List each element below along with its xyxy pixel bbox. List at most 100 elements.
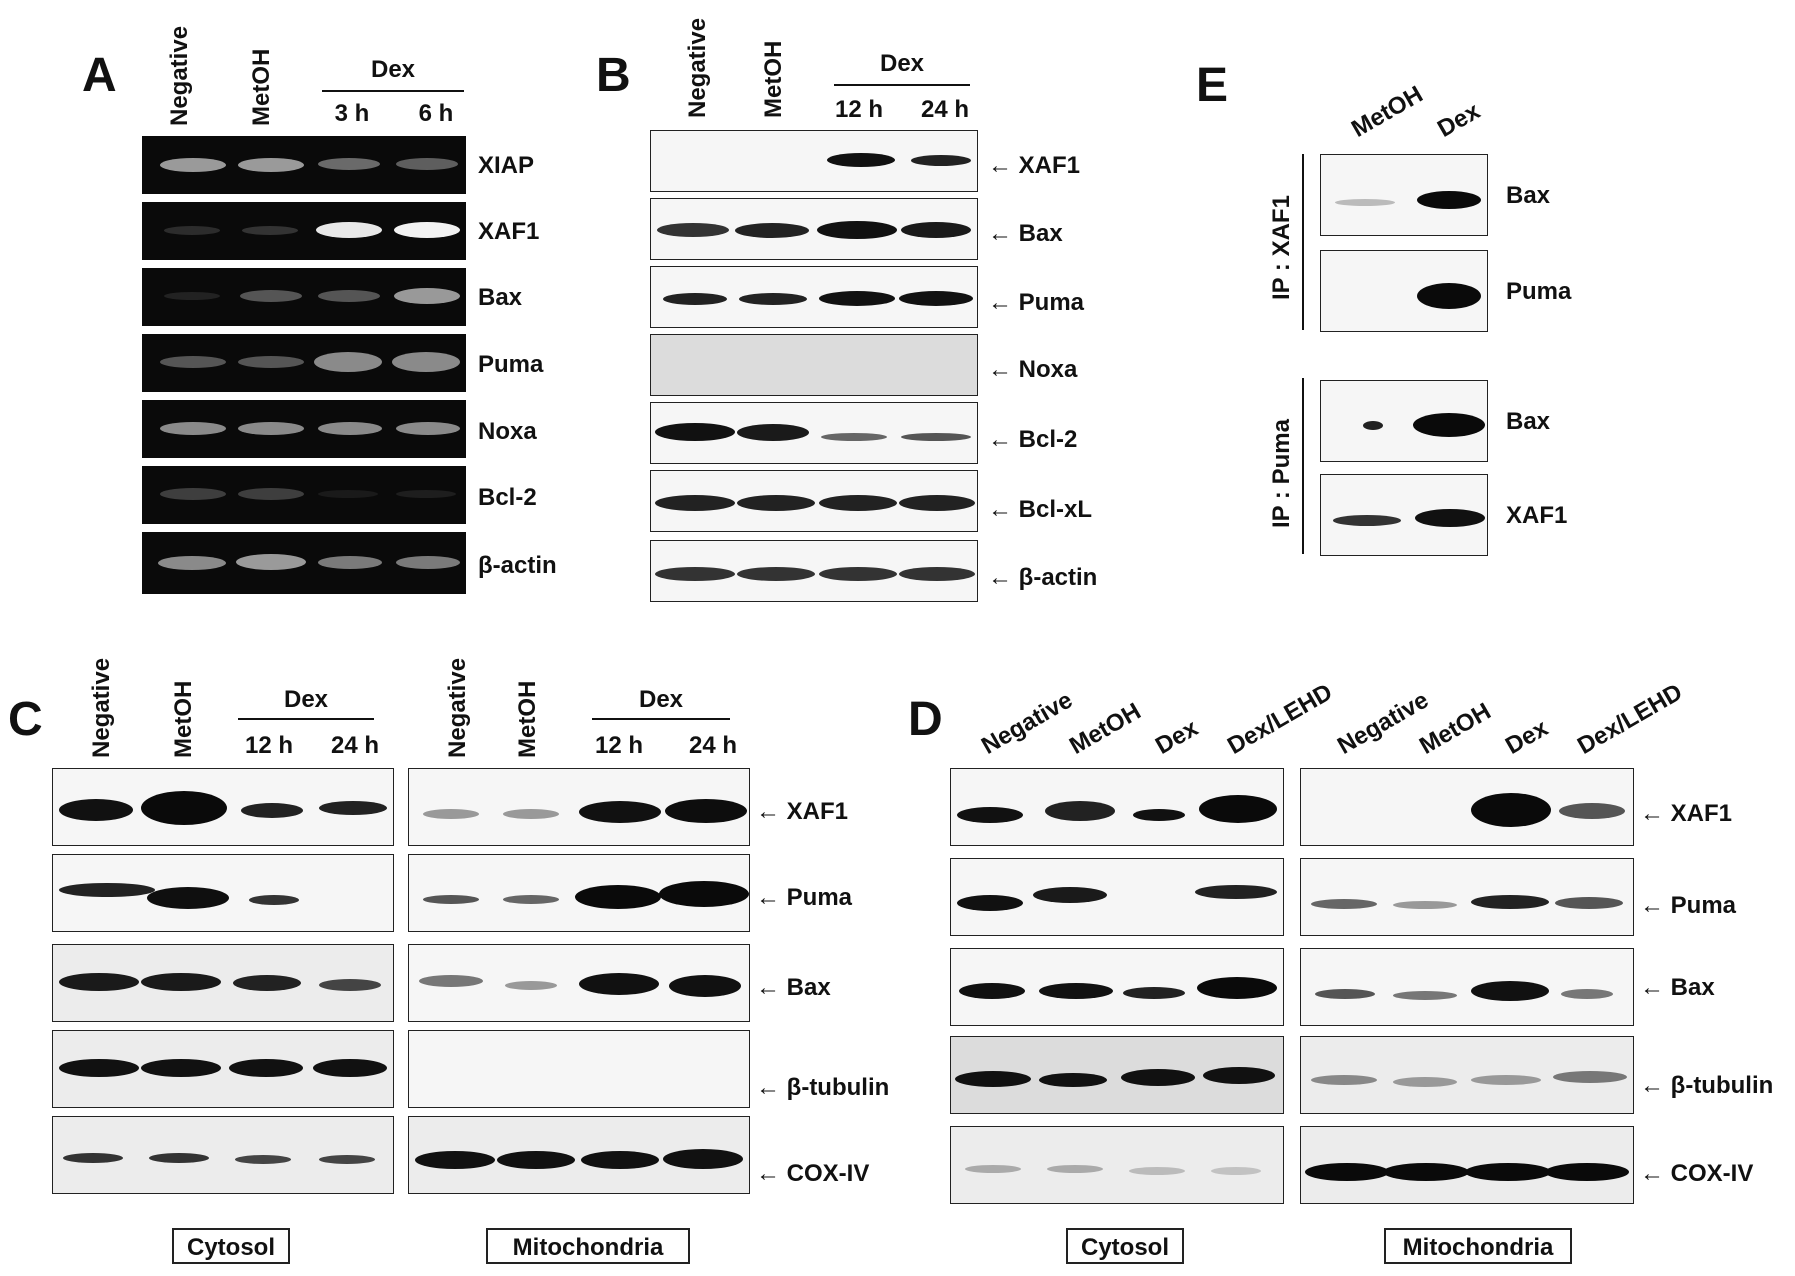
gel-xiap: [142, 136, 466, 194]
gel-noxa: [142, 400, 466, 458]
cytosol-blot-beta-tubulin: [52, 1030, 394, 1108]
lane-label-negative: Negative: [88, 657, 115, 758]
lane-label-dex: Dex: [1151, 714, 1203, 760]
lane-label-metoh: MetOH: [514, 680, 541, 758]
mito-blot-xaf1: [408, 768, 750, 846]
row-label-noxa: Noxa: [478, 418, 537, 445]
blot-bcl2: [650, 402, 978, 464]
blot-puma: [650, 266, 978, 328]
ip-puma-bracket: [1302, 378, 1304, 554]
row-label-beta-actin: β-actin: [478, 552, 557, 579]
ip-puma-blot-bax: [1320, 380, 1488, 462]
row-label-xaf1: ← XAF1: [756, 798, 849, 825]
lane-label-negative: Negative: [1333, 686, 1434, 760]
row-label-cox-iv: ← COX-IV: [756, 1160, 870, 1187]
lane-label-metoh: MetOH: [248, 48, 275, 126]
time-label-24h: 24 h: [330, 732, 380, 759]
row-label-cox-iv: ← COX-IV: [1640, 1160, 1754, 1187]
ip-xaf1-blot-puma: [1320, 250, 1488, 332]
lane-label-metoh: MetOH: [170, 680, 197, 758]
mito-blot-beta-tubulin: [408, 1030, 750, 1108]
lane-label-metoh: MetOH: [760, 40, 787, 118]
row-label-bax: ← Bax: [756, 974, 831, 1001]
mito-blot-puma: [1300, 858, 1634, 936]
time-label-6h: 6 h: [418, 100, 454, 127]
cytosol-blot-bax: [52, 944, 394, 1022]
mito-blot-beta-tubulin: [1300, 1036, 1634, 1114]
blot-xaf1: [650, 130, 978, 192]
row-label-puma: ← Puma: [1640, 892, 1737, 919]
dex-group-line: [238, 718, 374, 720]
row-label-puma: ← Puma: [988, 289, 1085, 316]
row-label-bcl-xl: ← Bcl-xL: [988, 496, 1093, 523]
gel-xaf1: [142, 202, 466, 260]
lane-label-metoh: MetOH: [1065, 697, 1146, 760]
time-label-12h: 12 h: [594, 732, 644, 759]
lane-label-dex: Dex: [1501, 714, 1553, 760]
row-label-bax: Bax: [1506, 408, 1551, 435]
mito-blot-cox-iv: [408, 1116, 750, 1194]
lane-label-negative: Negative: [977, 686, 1078, 760]
lane-label-dex: Dex: [1433, 97, 1485, 143]
row-label-xaf1: XAF1: [1506, 502, 1568, 529]
row-label-bax: ← Bax: [1640, 974, 1715, 1001]
blot-bax: [650, 198, 978, 260]
time-label-24h: 24 h: [688, 732, 738, 759]
row-label-puma: ← Puma: [756, 884, 853, 911]
mito-blot-bax: [408, 944, 750, 1022]
time-label-24h: 24 h: [920, 96, 970, 123]
row-label-bax: Bax: [478, 284, 523, 311]
row-label-xaf1: XAF1: [478, 218, 540, 245]
dex-group-label: Dex: [638, 686, 684, 713]
panel-d-label: D: [908, 693, 943, 746]
ip-puma-label: IP : Puma: [1268, 419, 1295, 528]
ip-puma-blot-xaf1: [1320, 474, 1488, 556]
row-label-beta-tubulin: ← β-tubulin: [756, 1074, 890, 1101]
time-label-3h: 3 h: [334, 100, 370, 127]
row-label-bcl2: ← Bcl-2: [988, 426, 1078, 453]
mito-blot-puma: [408, 854, 750, 932]
fraction-label-cytosol: Cytosol: [172, 1228, 290, 1264]
mito-blot-bax: [1300, 948, 1634, 1026]
row-label-beta-actin: ← β-actin: [988, 564, 1098, 591]
lane-label-negative: Negative: [684, 17, 711, 118]
cytosol-blot-bax: [950, 948, 1284, 1026]
row-label-noxa: ← Noxa: [988, 356, 1078, 383]
row-label-beta-tubulin: ← β-tubulin: [1640, 1072, 1774, 1099]
lane-label-negative: Negative: [444, 657, 471, 758]
dex-group-label: Dex: [879, 50, 925, 77]
fraction-label-mitochondria: Mitochondria: [1384, 1228, 1572, 1264]
row-label-bax: ← Bax: [988, 220, 1063, 247]
fraction-label-cytosol: Cytosol: [1066, 1228, 1184, 1264]
time-label-12h: 12 h: [244, 732, 294, 759]
lane-label-negative: Negative: [166, 25, 193, 126]
ip-xaf1-label: IP : XAF1: [1268, 195, 1295, 300]
cytosol-blot-xaf1: [52, 768, 394, 846]
row-label-xaf1: ← XAF1: [988, 152, 1081, 179]
dex-group-line: [834, 84, 970, 86]
lane-label-metoh: MetOH: [1347, 80, 1428, 143]
cytosol-blot-cox-iv: [52, 1116, 394, 1194]
dex-group-label: Dex: [283, 686, 329, 713]
panel-e-label: E: [1196, 59, 1229, 112]
gel-puma: [142, 334, 466, 392]
ip-xaf1-bracket: [1302, 154, 1304, 330]
cytosol-blot-xaf1: [950, 768, 1284, 846]
row-label-bcl2: Bcl-2: [478, 484, 537, 511]
row-label-puma: Puma: [478, 351, 544, 378]
panel-b-label: B: [596, 49, 631, 102]
cytosol-blot-cox-iv: [950, 1126, 1284, 1204]
blot-beta-actin: [650, 540, 978, 602]
panel-c-label: C: [8, 693, 43, 746]
gel-bax: [142, 268, 466, 326]
gel-beta-actin: [142, 532, 466, 594]
mito-blot-cox-iv: [1300, 1126, 1634, 1204]
row-label-bax: Bax: [1506, 182, 1551, 209]
row-label-puma: Puma: [1506, 278, 1572, 305]
row-label-xaf1: ← XAF1: [1640, 800, 1733, 827]
dex-group-line: [592, 718, 730, 720]
cytosol-blot-puma: [52, 854, 394, 932]
blot-noxa: [650, 334, 978, 396]
blot-bcl-xl: [650, 470, 978, 532]
row-label-xiap: XIAP: [478, 152, 535, 179]
